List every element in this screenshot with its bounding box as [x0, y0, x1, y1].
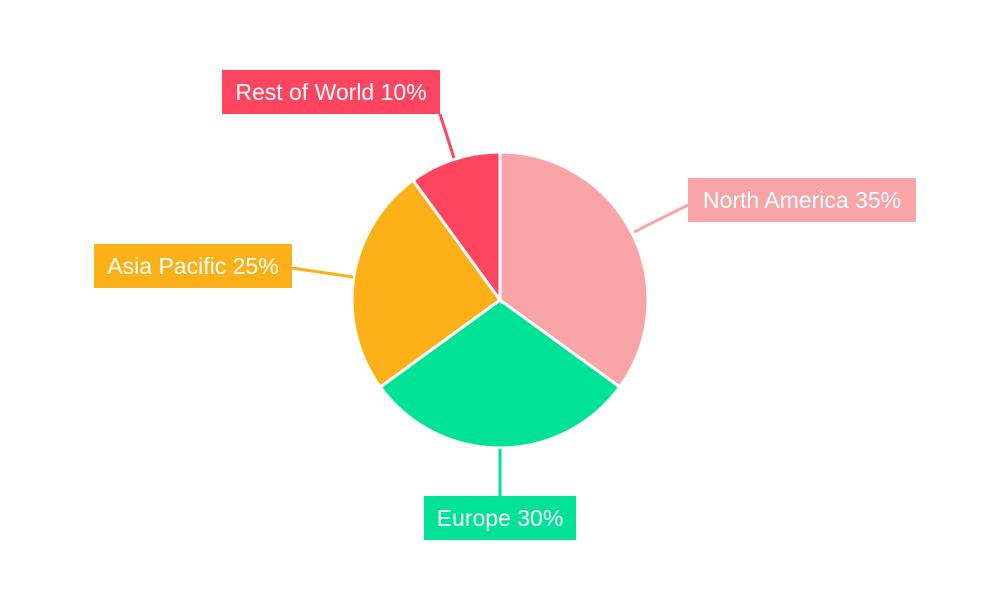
- pie-slice-europe[interactable]: [378, 298, 622, 450]
- label-box-asia-pacific: [94, 244, 292, 288]
- pie-slice-rest-of-world[interactable]: [410, 150, 502, 305]
- label-connector-north-america: [633, 203, 689, 234]
- pie-slice-asia-pacific[interactable]: [350, 178, 503, 390]
- pie-slice-north-america[interactable]: [498, 150, 650, 390]
- data-label-europe: Europe 30%: [437, 505, 564, 531]
- label-box-north-america: [688, 178, 916, 222]
- label-box-rest-of-world: [222, 70, 440, 114]
- data-label-asia-pacific: Asia Pacific 25%: [107, 253, 278, 279]
- label-box-europe: [424, 496, 576, 540]
- label-connector-rest-of-world: [438, 113, 456, 159]
- data-label-rest-of-world: Rest of World 10%: [235, 79, 426, 105]
- label-connector-asia-pacific: [291, 266, 354, 279]
- data-label-north-america: North America 35%: [703, 187, 901, 213]
